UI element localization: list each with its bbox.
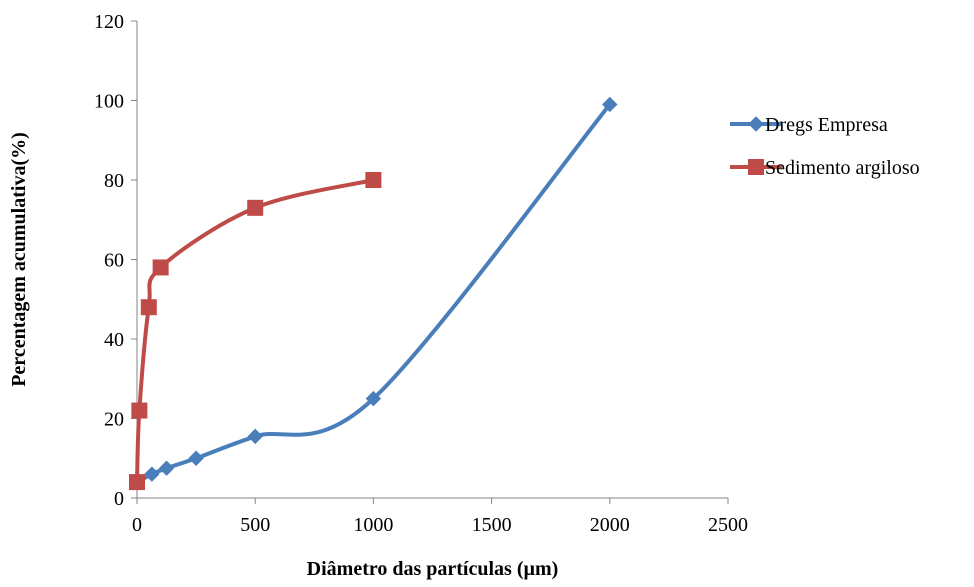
- legend-item: Sedimento argiloso: [730, 157, 920, 179]
- data-point: [602, 96, 618, 113]
- series-sedimento-argiloso: [129, 172, 382, 491]
- y-tick-label: 40: [104, 329, 124, 351]
- data-point: [129, 474, 145, 491]
- y-ticks: 0 20 40 60 80 100 120: [94, 11, 137, 510]
- series-dregs-empresa: [129, 96, 618, 490]
- legend-label: Sedimento argiloso: [765, 157, 920, 179]
- x-ticks: 0 500 1000 1500 2000 2500: [132, 498, 748, 536]
- axes: 0 20 40 60 80 100 120 0 500 1000 1500 2000 2500: [94, 11, 748, 536]
- legend-marker: [748, 116, 764, 132]
- data-point: [247, 199, 264, 216]
- y-tick-label: 80: [104, 170, 124, 192]
- data-point: [247, 428, 263, 445]
- x-tick-label: 2500: [708, 514, 748, 536]
- y-tick-label: 120: [94, 11, 124, 33]
- data-point: [365, 172, 382, 188]
- y-tick-label: 100: [94, 91, 124, 113]
- x-tick-label: 500: [240, 514, 270, 536]
- y-tick-label: 0: [114, 488, 124, 510]
- x-tick-label: 1500: [472, 514, 512, 536]
- legend-item: Dregs Empresa: [730, 114, 888, 136]
- data-point: [144, 466, 160, 482]
- legend: Dregs Empresa Sedimento argiloso: [730, 114, 920, 179]
- data-point: [188, 450, 204, 466]
- y-tick-label: 20: [104, 409, 124, 431]
- y-axis-title: Percentagem acumulativa(%): [8, 132, 30, 387]
- x-axis-title: Diâmetro das partículas (µm): [307, 558, 559, 580]
- data-point: [131, 402, 148, 419]
- data-point: [152, 259, 169, 276]
- legend-label: Dregs Empresa: [765, 114, 888, 136]
- y-tick-label: 60: [104, 250, 124, 272]
- x-tick-label: 1000: [353, 514, 393, 536]
- x-tick-label: 0: [132, 514, 142, 536]
- data-point: [158, 460, 175, 476]
- series-line: [135, 102, 612, 485]
- data-point: [140, 299, 157, 316]
- series-layer: [129, 96, 618, 491]
- data-point: [365, 390, 382, 407]
- legend-marker: [748, 159, 764, 175]
- x-tick-label: 2000: [590, 514, 630, 536]
